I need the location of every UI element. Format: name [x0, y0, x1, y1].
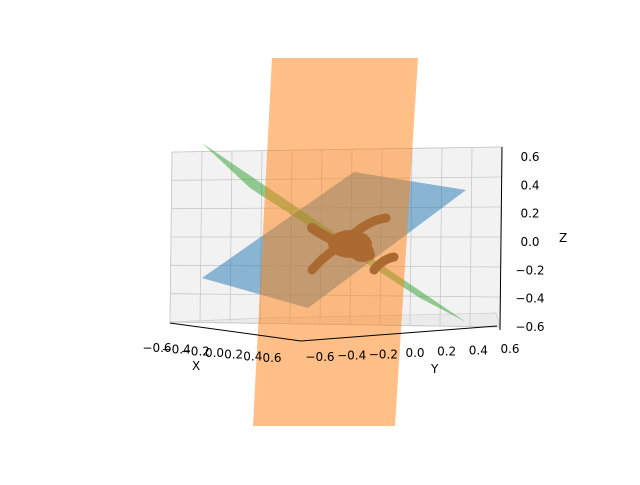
z-tick-label: 0.0: [520, 235, 539, 249]
x-tick-label: 0.2: [224, 348, 243, 362]
y-axis-label: Y: [430, 362, 439, 376]
z-tick-label: 0.6: [520, 150, 539, 164]
y-axis-line: [300, 325, 498, 342]
x-axis-label: X: [192, 359, 200, 373]
z-tick-labels: −0.6 −0.4 −0.2 0.0 0.2 0.4 0.6: [515, 150, 544, 334]
orange-plane: [253, 58, 418, 426]
y-tick-label: 0.6: [500, 342, 519, 356]
z-axis-line: [499, 146, 503, 331]
x-axis-line: [169, 322, 302, 342]
y-tick-label: −0.4: [337, 349, 366, 363]
z-tick-label: −0.4: [515, 292, 544, 306]
y-tick-label: 0.0: [405, 346, 424, 360]
y-tick-label: −0.2: [369, 347, 398, 361]
x-tick-label: 0.6: [262, 351, 281, 365]
y-tick-label: 0.4: [469, 343, 488, 357]
x-tick-label: 0.4: [243, 349, 262, 363]
y-tick-label: −0.6: [305, 350, 334, 364]
z-tick-label: 0.2: [520, 207, 539, 221]
x-tick-labels: −0.6−0.4−0.20.0 0.2 0.4 0.6: [142, 341, 281, 365]
x-tick-label: −0.4: [162, 343, 191, 357]
z-tick-label: −0.2: [515, 263, 544, 277]
x-tick-label: −0.2: [181, 344, 210, 358]
y-tick-labels: −0.6 −0.4 −0.2 0.0 0.2 0.4 0.6: [305, 342, 519, 364]
z-tick-label: 0.4: [520, 178, 539, 192]
x-tick-label: 0.0: [205, 346, 224, 360]
z-tick-label: −0.6: [515, 320, 544, 334]
x-tick-label: −0.6: [142, 341, 171, 355]
y-tick-label: 0.2: [437, 345, 456, 359]
z-axis-label: Z: [559, 231, 567, 245]
